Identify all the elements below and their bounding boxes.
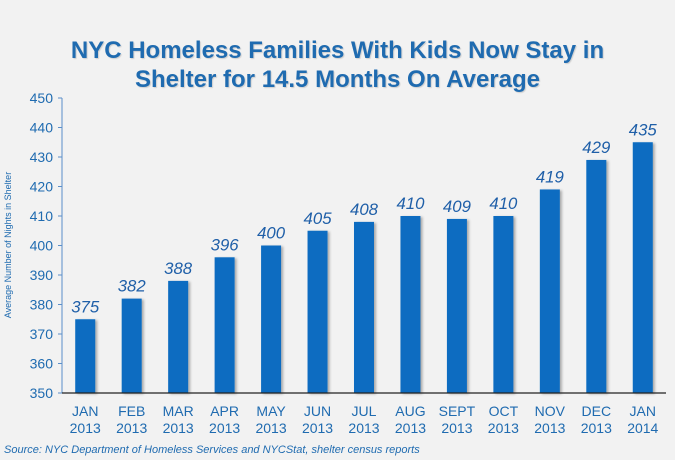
x-tick-label-year: 2013: [70, 420, 101, 436]
y-tick-label: 420: [30, 179, 54, 195]
x-tick-label-month: OCT: [489, 403, 519, 419]
chart-title-line-1: NYC Homeless Families With Kids Now Stay…: [70, 37, 605, 64]
bar-value-label: 409: [443, 197, 472, 216]
bar: [307, 230, 328, 393]
y-tick-label: 450: [30, 90, 54, 106]
x-tick-label-month: APR: [210, 403, 239, 419]
x-tick-label-month: NOV: [535, 403, 566, 419]
x-tick-label-year: 2013: [163, 420, 194, 436]
bar-value-label: 419: [536, 167, 565, 186]
y-tick-label: 440: [30, 120, 54, 136]
x-tick-label-year: 2013: [116, 420, 147, 436]
bar: [261, 245, 282, 393]
x-tick-label-year: 2013: [255, 420, 286, 436]
bar-value-label: 405: [304, 209, 333, 228]
x-tick-label-year: 2013: [209, 420, 240, 436]
bar: [493, 216, 514, 393]
bar-value-label: 400: [257, 224, 286, 243]
x-tick-label-year: 2013: [302, 420, 333, 436]
bar: [586, 159, 607, 393]
y-tick-label: 350: [30, 385, 54, 401]
bar: [400, 216, 421, 393]
x-tick-label-year: 2013: [395, 420, 426, 436]
bar: [168, 280, 189, 393]
x-tick-label-year: 2013: [581, 420, 612, 436]
y-tick-label: 410: [30, 208, 54, 224]
bar: [354, 221, 374, 393]
x-tick-label-year: 2013: [534, 420, 565, 436]
bar: [214, 257, 235, 393]
y-tick-label: 360: [30, 356, 54, 372]
x-tick-label-year: 2013: [488, 420, 519, 436]
x-tick-label-month: SEPT: [439, 403, 476, 419]
x-tick-label-month: MAR: [163, 403, 194, 419]
x-tick-label-month: JUL: [352, 403, 377, 419]
bar-value-label: 429: [582, 138, 611, 157]
x-tick-label-month: DEC: [582, 403, 612, 419]
bar-value-label: 408: [350, 200, 379, 219]
y-tick-label: 430: [30, 149, 54, 165]
chart-title-line-2: Shelter for 14.5 Months On Average: [135, 66, 540, 93]
x-tick-label-year: 2014: [627, 420, 658, 436]
bar-value-label: 435: [629, 120, 658, 139]
x-tick-label-month: AUG: [395, 403, 425, 419]
bar-value-label: 410: [396, 194, 425, 213]
bar-value-label: 396: [211, 235, 240, 254]
x-tick-label-month: JAN: [630, 403, 656, 419]
x-tick-label-month: MAY: [256, 403, 286, 419]
x-tick-label-month: FEB: [118, 403, 145, 419]
y-tick-label: 370: [30, 326, 54, 342]
bar-value-label: 375: [71, 297, 100, 316]
y-tick-label: 390: [30, 267, 54, 283]
chart-title: NYC Homeless Families With Kids Now Stay…: [0, 36, 675, 94]
x-tick-label-year: 2013: [441, 420, 472, 436]
y-tick-label: 400: [30, 238, 54, 254]
y-tick-label: 380: [30, 297, 54, 313]
bar: [446, 218, 467, 393]
x-tick-label-month: JAN: [72, 403, 98, 419]
bar-value-label: 382: [118, 277, 147, 296]
bar-value-label: 410: [489, 194, 518, 213]
x-tick-label-month: JUN: [304, 403, 331, 419]
x-tick-label-year: 2013: [348, 420, 379, 436]
bar: [121, 298, 142, 393]
bar-value-label: 388: [164, 259, 193, 278]
source-note: Source: NYC Department of Homeless Servi…: [4, 444, 420, 456]
bar: [539, 189, 560, 393]
bar: [75, 319, 96, 393]
bar: [632, 142, 653, 393]
